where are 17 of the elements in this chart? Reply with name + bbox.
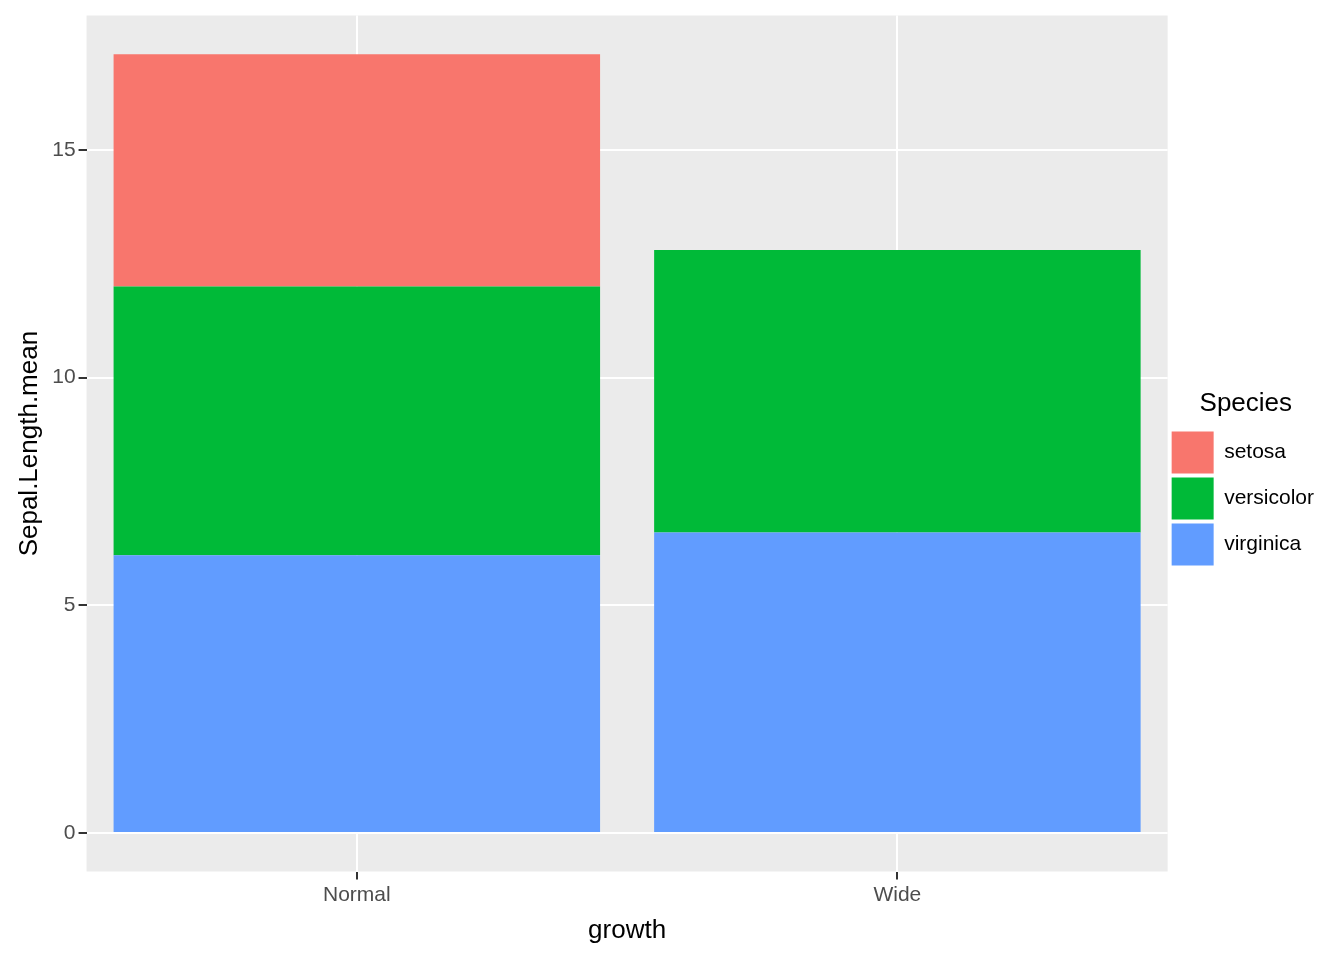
y-axis-title: Sepal.Length.mean — [12, 330, 43, 557]
bar — [113, 555, 601, 832]
y-tick-label: 10 — [52, 364, 76, 388]
bar — [654, 532, 1141, 832]
y-tick-label: 15 — [52, 136, 76, 160]
legend-label: virginica — [1224, 531, 1302, 555]
x-tick-label: Wide — [873, 882, 922, 905]
x-tick-label: Normal — [322, 882, 391, 905]
y-tick-label: 5 — [63, 592, 76, 616]
legend-title: Species — [1199, 386, 1293, 417]
bar — [113, 54, 601, 287]
x-axis-title: growth — [588, 913, 667, 944]
y-tick-label: 0 — [63, 819, 76, 843]
legend-label: versicolor — [1224, 485, 1315, 509]
legend-label: setosa — [1224, 439, 1287, 463]
bar — [654, 250, 1141, 533]
bar — [113, 286, 601, 556]
